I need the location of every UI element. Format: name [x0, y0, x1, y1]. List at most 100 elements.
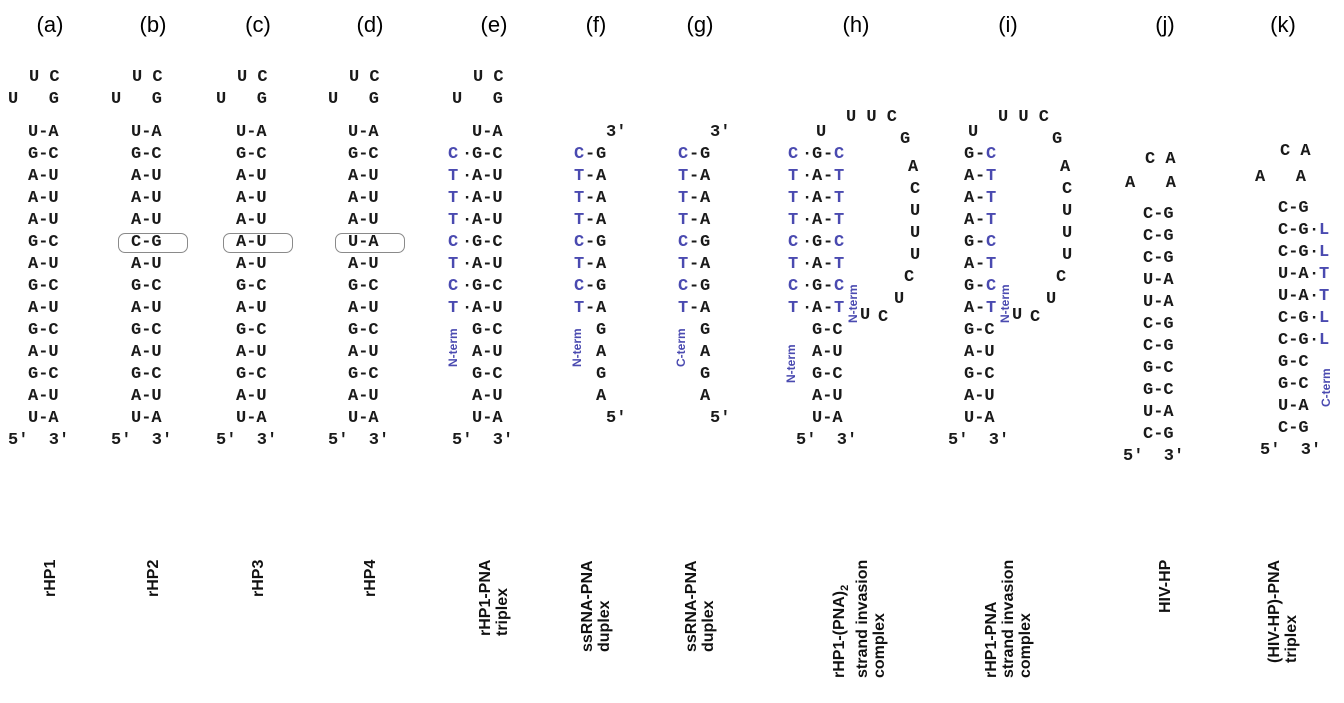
strand-ends-label: 5' 3' — [796, 431, 858, 450]
base-pair: G-C — [348, 145, 379, 164]
base-pair: G-C — [348, 365, 379, 384]
base-pair: G-C — [1143, 359, 1174, 378]
base-pair: G-C — [131, 145, 162, 164]
loop-base: C — [878, 308, 889, 327]
three-prime-label: 3' — [606, 123, 627, 142]
five-prime-label: 5' — [606, 409, 627, 428]
base-pair: U-A — [472, 123, 503, 142]
pna-terminus-label: N-term — [446, 328, 460, 367]
base-pair: C-G — [1143, 337, 1174, 356]
pna-base: T — [574, 167, 585, 186]
rna-base: G — [812, 145, 823, 164]
pna-hoogsteen-base: T — [788, 167, 799, 186]
strand-ends-label: 5' 3' — [1123, 447, 1185, 466]
panel-caption: rHP3 — [249, 559, 267, 597]
loop-top-label: U C — [237, 68, 268, 87]
hoogsteen-dot: · — [462, 145, 473, 164]
strand-ends-label: 5' 3' — [452, 431, 514, 450]
loop-base: U — [1012, 306, 1023, 325]
base-pair: A-U — [472, 387, 503, 406]
hoogsteen-dot: · — [802, 189, 813, 208]
strand-ends-label: 5' 3' — [8, 431, 70, 450]
base-pair: U-A — [348, 409, 379, 428]
loop-top-label: U U C — [998, 108, 1050, 127]
rna-base: A — [596, 211, 607, 230]
rna-base: A — [812, 167, 823, 186]
panel-caption: ssRNA-PNA duplex — [683, 560, 717, 652]
pna-base: T — [678, 167, 689, 186]
loop-base: C — [1056, 268, 1067, 287]
bond-dash: - — [689, 211, 700, 230]
hoogsteen-dot: · — [802, 277, 813, 296]
pna-base: C — [678, 233, 689, 252]
pna-base: T — [574, 299, 585, 318]
pna-base: T — [678, 211, 689, 230]
rna-base: G — [596, 277, 607, 296]
base-pair: U-A — [1143, 403, 1174, 422]
rna-base: A — [700, 167, 711, 186]
bond-dash: - — [689, 189, 700, 208]
base-pair: G-C — [28, 365, 59, 384]
base-pair: C-G — [1143, 227, 1174, 246]
base-pair: U-A — [28, 409, 59, 428]
base-pair: U-A — [28, 123, 59, 142]
pna-wc-base: T — [834, 299, 845, 318]
loop-side-label: U G — [8, 90, 60, 109]
bond-dash: - — [585, 145, 596, 164]
bond-dash: - — [689, 277, 700, 296]
base-pair: G-C — [1278, 353, 1309, 372]
base-pair: C-G — [1278, 243, 1309, 262]
base-pair: G-C — [28, 277, 59, 296]
bond-dash: - — [823, 277, 834, 296]
pna-wc-base: T — [834, 189, 845, 208]
panel-caption: rHP1-PNA triplex — [477, 559, 511, 636]
hoogsteen-dot: · — [802, 211, 813, 230]
loop-base: C — [1062, 180, 1073, 199]
base-pair: G-C — [472, 277, 503, 296]
bond-dash: - — [585, 211, 596, 230]
pna-terminus-label: N-term — [998, 284, 1012, 323]
base-pair: C-G — [1143, 425, 1174, 444]
base-pair: A-U — [964, 343, 995, 362]
bond-dash: - — [585, 277, 596, 296]
hoogsteen-dot: · — [462, 299, 473, 318]
base-pair: A-U — [28, 189, 59, 208]
pna-wc-base: T — [986, 189, 997, 208]
rna-base: A — [596, 167, 607, 186]
loop-top-label: U C — [29, 68, 60, 87]
pna-wc-base: T — [986, 255, 997, 274]
base-pair: A-U — [131, 387, 162, 406]
rna-base: A — [964, 189, 975, 208]
pna-hoogsteen-base: T — [788, 189, 799, 208]
rna-base: A — [812, 299, 823, 318]
base-pair: C-G — [1278, 221, 1309, 240]
base-pair: A-U — [28, 387, 59, 406]
loop-base: A — [908, 158, 919, 177]
panel-label: (k) — [1270, 12, 1296, 37]
loop-side-label: U G — [216, 90, 268, 109]
bond-dash: - — [689, 145, 700, 164]
base-pair: A-U — [236, 387, 267, 406]
pna-base: L — [1319, 331, 1330, 350]
base-pair: A-U — [472, 343, 503, 362]
base-pair: U-A — [131, 409, 162, 428]
bond-dash: - — [823, 189, 834, 208]
base-pair: C-G — [1278, 199, 1309, 218]
rna-base: A — [596, 189, 607, 208]
panel-label: (b) — [139, 12, 167, 37]
hoogsteen-dot: · — [802, 145, 813, 164]
loop-base: U — [910, 224, 921, 243]
panel-caption: ssRNA-PNA duplex — [579, 560, 613, 652]
rna-base: A — [964, 255, 975, 274]
loop-base: C — [904, 268, 915, 287]
rna-base: G — [964, 277, 975, 296]
base-pair: A-U — [236, 343, 267, 362]
pna-wc-base: T — [986, 211, 997, 230]
base-pair: G-C — [131, 321, 162, 340]
pna-base: T — [448, 189, 459, 208]
pna-base: L — [1319, 309, 1330, 328]
hoogsteen-dot: · — [462, 255, 473, 274]
loop-side-label: U G — [452, 90, 504, 109]
pna-hoogsteen-base: T — [788, 299, 799, 318]
